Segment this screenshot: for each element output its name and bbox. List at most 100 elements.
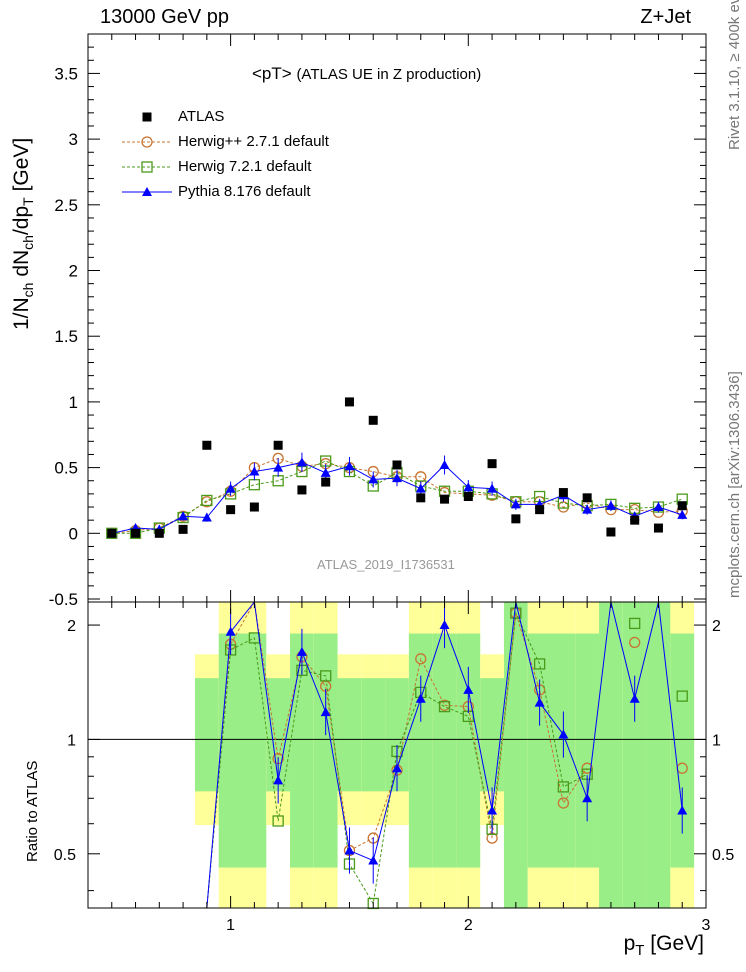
x-tick-label: 2 — [464, 917, 473, 934]
series-point-3 — [368, 474, 379, 484]
series-point-3 — [510, 499, 521, 509]
y-axis-title-ratio: Ratio to ATLAS — [24, 760, 41, 862]
x-tick-label: 1 — [226, 917, 235, 934]
ratio-uncertainty-bands — [194, 602, 695, 908]
ratio-point-3 — [558, 729, 569, 739]
x-tick-label: 3 — [702, 917, 711, 934]
y-tick-label: 3.5 — [54, 64, 78, 83]
ratio-point-1 — [557, 797, 570, 809]
series-point-3 — [320, 467, 331, 477]
y-tick-label: 1 — [69, 393, 78, 412]
series-point-3 — [463, 482, 474, 492]
atlas-data-point — [535, 505, 545, 515]
y-tick-label: 1.5 — [54, 327, 78, 346]
series-point-2 — [248, 479, 261, 491]
atlas-data-point — [154, 528, 164, 538]
series-point-3 — [249, 466, 260, 476]
atlas-data-point — [463, 492, 473, 502]
series-point-2 — [201, 494, 213, 507]
legend — [122, 112, 172, 196]
ratio-point-1 — [415, 653, 427, 665]
ratio-band-green — [527, 633, 552, 868]
ratio-band-green — [361, 678, 386, 792]
atlas-data-point — [416, 493, 426, 503]
series-point-3 — [415, 483, 426, 493]
series-point-3 — [178, 511, 189, 521]
atlas-data-point — [582, 493, 592, 503]
ratio-point-3 — [439, 620, 450, 630]
series-point-3 — [677, 509, 688, 519]
atlas-data-point — [653, 523, 663, 533]
series-point-3 — [273, 462, 284, 472]
main-series-group — [106, 397, 688, 539]
series-point-3 — [439, 459, 450, 469]
ratio-series-group — [206, 600, 688, 910]
mcplots-credit-label: mcplots.cern.ch [arXiv:1306.3436] — [726, 371, 743, 598]
ratio-band-green — [432, 633, 457, 868]
y-tick-label: 2 — [69, 262, 78, 281]
plot-title: <pT> (ATLAS UE in Z production) — [252, 64, 481, 84]
ratio-point-3 — [415, 693, 426, 703]
atlas-data-point — [606, 527, 616, 537]
ratio-point-3 — [225, 626, 236, 636]
legend-marker-3 — [142, 187, 152, 196]
atlas-data-point — [273, 440, 283, 450]
ratio-point-3 — [582, 793, 593, 803]
atlas-data-point — [511, 514, 521, 524]
axis-ticks — [88, 34, 707, 908]
ratio-tick-label-right: 0.5 — [712, 847, 734, 864]
ratio-band-green — [456, 633, 481, 868]
atlas-data-point — [131, 528, 141, 538]
ratio-band-green — [337, 678, 362, 792]
atlas-data-point — [368, 415, 378, 425]
atlas-data-point — [558, 488, 568, 498]
ratio-band-green — [599, 602, 623, 908]
header-process-label: Z+Jet — [640, 6, 691, 28]
ratio-tick-label-left: 0.5 — [54, 847, 76, 864]
analysis-watermark: ATLAS_2019_I1736531 — [317, 557, 455, 572]
ratio-point-1 — [581, 762, 593, 774]
ratio-point-2 — [629, 617, 641, 630]
ratio-band-green — [575, 633, 600, 868]
series-point-3 — [605, 500, 616, 510]
ratio-band-green — [385, 678, 409, 792]
series-point-3 — [392, 473, 402, 483]
ratio-point-2 — [320, 670, 332, 682]
series-point-3 — [344, 461, 355, 471]
y-axis-title-main: 1/Nch dNch/dpT [GeV] — [10, 137, 37, 330]
ratio-point-3 — [296, 646, 307, 656]
atlas-data-point — [677, 501, 687, 511]
series-point-3 — [296, 457, 307, 467]
ratio-point-3 — [320, 707, 331, 717]
y-tick-label: 0.5 — [54, 459, 78, 478]
ratio-point-3 — [534, 697, 545, 707]
series-point-3 — [653, 502, 664, 512]
atlas-data-point — [392, 460, 402, 470]
ratio-point-3 — [273, 775, 284, 785]
ratio-point-1 — [629, 636, 641, 649]
ratio-point-3 — [368, 855, 379, 865]
ratio-band-green — [670, 633, 695, 868]
atlas-data-point — [107, 528, 117, 538]
ratio-band-green — [503, 602, 528, 908]
atlas-data-point — [344, 397, 354, 407]
ratio-point-2 — [676, 690, 688, 702]
ratio-tick-label-left: 2 — [67, 618, 76, 635]
ratio-band-green — [218, 633, 243, 868]
ratio-tick-label-right: 2 — [712, 618, 721, 635]
y-tick-label: -0.5 — [49, 590, 78, 609]
atlas-data-point — [487, 459, 497, 469]
ratio-point-2 — [438, 700, 451, 713]
ratio-band-green — [646, 602, 671, 908]
atlas-data-point — [202, 440, 212, 450]
y-tick-label: 3 — [69, 130, 78, 149]
ratio-point-3 — [629, 693, 640, 703]
ratio-point-2 — [557, 781, 570, 793]
legend-label-herwig7: Herwig 7.2.1 default — [178, 158, 312, 175]
atlas-data-point — [297, 485, 307, 495]
ratio-band-green — [408, 633, 433, 868]
legend-label-herwigpp: Herwig++ 2.7.1 default — [178, 133, 329, 150]
series-point-3 — [582, 504, 593, 514]
ratio-point-3 — [487, 805, 498, 815]
legend-marker-atlas — [142, 112, 152, 122]
